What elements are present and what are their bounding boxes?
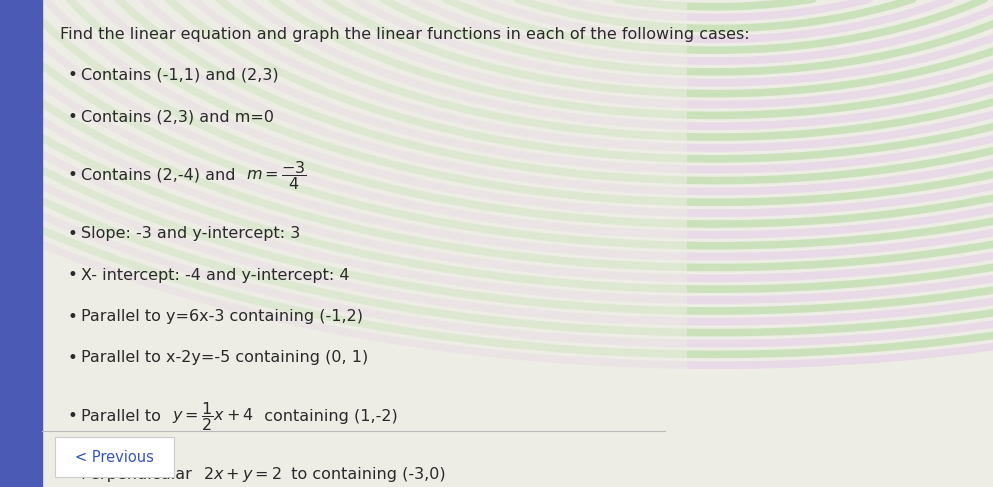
Text: •: • <box>68 466 77 484</box>
Text: Parallel to: Parallel to <box>81 409 172 424</box>
Text: Parallel to x-2y=-5 containing (0, 1): Parallel to x-2y=-5 containing (0, 1) <box>81 351 368 365</box>
Text: Find the linear equation and graph the linear functions in each of the following: Find the linear equation and graph the l… <box>60 27 749 42</box>
Text: Perpendicular: Perpendicular <box>81 468 203 482</box>
Text: Slope: -3 and y-intercept: 3: Slope: -3 and y-intercept: 3 <box>81 226 301 241</box>
Text: to containing (-3,0): to containing (-3,0) <box>281 468 446 482</box>
Text: X- intercept: -4 and y-intercept: 4: X- intercept: -4 and y-intercept: 4 <box>81 268 350 282</box>
Text: Contains (2,3) and m=0: Contains (2,3) and m=0 <box>81 110 274 124</box>
Text: •: • <box>68 349 77 367</box>
Text: •: • <box>68 225 77 243</box>
Bar <box>55 437 174 477</box>
Text: •: • <box>68 308 77 325</box>
Text: Parallel to y=6x-3 containing (-1,2): Parallel to y=6x-3 containing (-1,2) <box>81 309 363 324</box>
Text: $2x + y = 2$: $2x + y = 2$ <box>203 465 281 485</box>
Text: Contains (-1,1) and (2,3): Contains (-1,1) and (2,3) <box>81 68 279 83</box>
Text: < Previous: < Previous <box>74 450 154 465</box>
Text: Contains (2,-4) and: Contains (2,-4) and <box>81 168 246 183</box>
Text: $y = \dfrac{1}{2}x + 4$: $y = \dfrac{1}{2}x + 4$ <box>172 400 253 433</box>
Text: •: • <box>68 167 77 184</box>
Text: •: • <box>68 408 77 425</box>
Bar <box>0 0 42 487</box>
Bar <box>42 0 687 487</box>
Text: $m = \dfrac{-3}{4}$: $m = \dfrac{-3}{4}$ <box>246 159 307 192</box>
Text: •: • <box>68 108 77 126</box>
Text: containing (1,-2): containing (1,-2) <box>253 409 397 424</box>
Text: •: • <box>68 266 77 284</box>
Text: •: • <box>68 67 77 84</box>
